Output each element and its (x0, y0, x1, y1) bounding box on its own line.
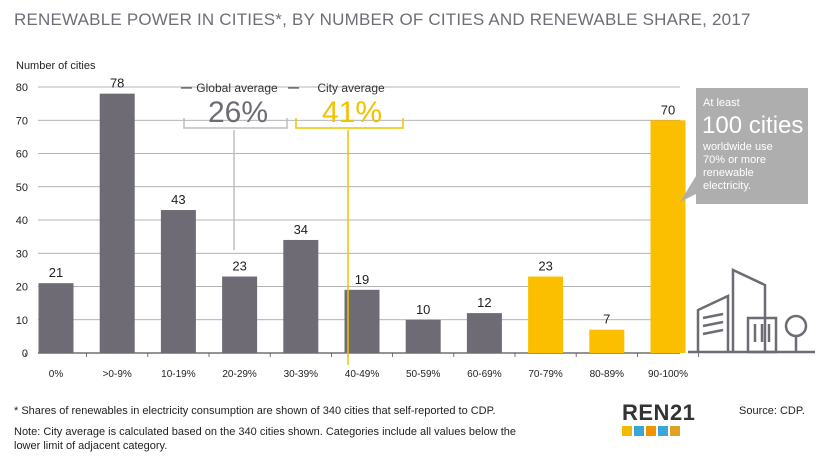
y-tick-label: 70 (16, 115, 28, 127)
data-label: 43 (171, 192, 185, 207)
data-label: 21 (49, 265, 63, 280)
callout-line1: At least (703, 97, 740, 109)
source: Source: CDP. (739, 405, 805, 417)
x-tick-label: 20-29% (222, 369, 257, 380)
data-label: 23 (538, 259, 552, 274)
data-label: 7 (603, 312, 610, 327)
city-average-value: 41% (322, 96, 382, 129)
chart-title: RENEWABLE POWER IN CITIES*, BY NUMBER OF… (14, 10, 751, 29)
bar (344, 289, 380, 353)
global-average-annotation: Global average 26% (181, 81, 299, 250)
note: Note: City average is calculated based o… (14, 426, 517, 452)
bar (160, 210, 196, 353)
callout-big: 100 cities (702, 112, 803, 139)
bar (283, 239, 319, 353)
x-tick-label: 80-89% (590, 369, 625, 380)
bar (222, 276, 258, 353)
data-label: 78 (110, 76, 124, 91)
city-skyline-icon (688, 268, 815, 354)
data-label: 19 (355, 272, 369, 287)
footnote: * Shares of renewables in electricity co… (14, 405, 496, 417)
bar (38, 283, 74, 353)
x-tick-label: 10-19% (161, 369, 196, 380)
y-tick-label: 80 (16, 82, 28, 94)
x-tick-label: 50-59% (406, 369, 441, 380)
x-tick-label: 30-39% (284, 369, 319, 380)
y-tick-label: 40 (16, 215, 28, 227)
x-tick-label: 40-49% (345, 369, 380, 380)
global-average-value: 26% (208, 96, 268, 129)
city-average-annotation: City average 41% (295, 81, 404, 365)
x-tick-label: 60-69% (467, 369, 502, 380)
data-label: 12 (477, 295, 491, 310)
ren21-logo-icons (622, 426, 680, 436)
x-tick-label: 90-100% (648, 369, 688, 380)
data-label: 23 (232, 259, 246, 274)
y-tick-label: 30 (16, 248, 28, 260)
x-tick-label: >0-9% (103, 369, 132, 380)
callout-rest: worldwide use 70% or more renewable elec… (702, 141, 776, 192)
y-tick-label: 50 (16, 182, 28, 194)
bar (650, 120, 686, 353)
city-average-label: City average (317, 81, 385, 95)
y-tick-label: 20 (16, 282, 28, 294)
x-tick-label: 0% (49, 369, 64, 380)
x-tick-label: 70-79% (528, 369, 563, 380)
bar (99, 93, 135, 354)
bar (589, 329, 625, 353)
y-tick-label: 0 (22, 348, 28, 360)
global-average-label: Global average (196, 81, 278, 95)
bar (528, 276, 564, 353)
y-tick-label: 10 (16, 315, 28, 327)
ren21-logo: REN21 (622, 400, 696, 425)
bar (466, 313, 502, 353)
data-label: 10 (416, 302, 430, 317)
y-axis-label: Number of cities (16, 60, 96, 72)
bar (405, 319, 441, 353)
callout-box: At least 100 cities worldwide use 70% or… (680, 88, 808, 204)
data-label: 34 (294, 222, 308, 237)
data-label: 70 (661, 102, 675, 117)
y-tick-label: 60 (16, 149, 28, 161)
